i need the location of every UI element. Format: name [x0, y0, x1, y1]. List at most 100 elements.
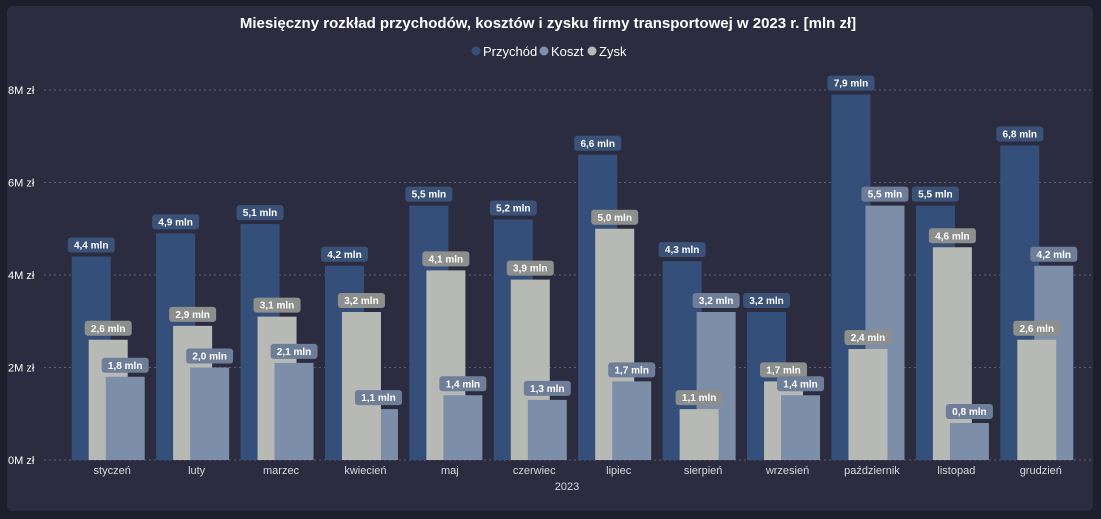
bar-koszt-listopad[interactable]: [949, 423, 989, 460]
data-label-zysk-pazdziernik: 2,4 mln: [844, 330, 892, 345]
data-label-przychod-pazdziernik: 7,9 mln: [827, 75, 875, 91]
data-label-text: 4,3 mln: [665, 245, 699, 256]
data-label-przychod-lipiec: 6,6 mln: [574, 135, 622, 151]
data-label-bg: [337, 293, 385, 308]
x-tick-label-maj: maj: [441, 465, 459, 477]
legend-label-zysk: Zysk: [599, 44, 627, 59]
data-label-text: 7,9 mln: [834, 79, 868, 90]
data-label-bg: [996, 126, 1044, 142]
data-label-text: 1,7 mln: [766, 365, 800, 376]
data-label-text: 2,0 mln: [192, 352, 226, 363]
data-label-bg: [1030, 246, 1078, 262]
data-label-koszt-sierpien: 3,2 mln: [692, 293, 740, 308]
bar-koszt-lipiec[interactable]: [612, 381, 652, 460]
bar-zysk-grudzien[interactable]: [1017, 339, 1057, 460]
data-label-bg: [861, 186, 909, 202]
data-label-text: 0,8 mln: [952, 407, 986, 418]
data-label-bg: [422, 251, 470, 267]
data-label-bg: [489, 200, 537, 216]
data-label-bg: [169, 306, 217, 322]
data-label-text: 2,6 mln: [91, 324, 125, 335]
data-label-koszt-maj: 1,4 mln: [439, 376, 487, 392]
x-tick-label-pazdziernik: październik: [844, 465, 900, 477]
data-label-koszt-styczen: 1,8 mln: [101, 357, 149, 373]
data-label-bg: [84, 320, 132, 336]
data-label-zysk-wrzesien: 1,7 mln: [760, 362, 808, 378]
x-tick-label-marzec: marzec: [263, 465, 300, 477]
data-label-koszt-listopad: 0,8 mln: [945, 404, 993, 419]
data-label-koszt-luty: 2,0 mln: [186, 348, 234, 364]
bar-zysk-sierpien[interactable]: [679, 409, 719, 460]
bar-koszt-maj[interactable]: [443, 395, 483, 460]
x-tick-label-grudzien: grudzień: [1020, 465, 1062, 477]
data-label-text: 1,4 mln: [446, 379, 480, 390]
data-label-bg: [152, 214, 200, 230]
bar-zysk-pazdziernik[interactable]: [848, 349, 888, 460]
bar-koszt-luty[interactable]: [190, 367, 230, 461]
data-label-przychod-marzec: 5,1 mln: [236, 205, 284, 221]
x-axis-title: 2023: [555, 481, 579, 493]
data-label-zysk-styczen: 2,6 mln: [84, 320, 132, 336]
data-label-text: 4,2 mln: [327, 250, 361, 261]
legend: Przychód Koszt Zysk: [471, 44, 627, 59]
y-tick-label: 6M zł: [8, 178, 35, 190]
data-label-text: 3,2 mln: [699, 296, 733, 307]
data-label-bg: [743, 293, 791, 308]
data-label-text: 1,3 mln: [530, 384, 564, 395]
data-labels: 4,4 mln 2,6 mln 1,8 mln 4,9 mln 2,9 mln 2,0 m…: [67, 75, 1078, 419]
legend-marker-koszt: [539, 46, 549, 56]
bar-koszt-wrzesien[interactable]: [781, 395, 821, 460]
data-label-zysk-czerwiec: 3,9 mln: [506, 260, 554, 276]
data-label-bg: [928, 228, 976, 244]
data-label-bg: [777, 376, 825, 392]
y-axis: 0M zł 2M zł 4M zł 6M zł 8M zł: [8, 85, 35, 467]
y-tick-label: 4M zł: [8, 270, 35, 282]
data-label-przychod-wrzesien: 3,2 mln: [743, 293, 791, 308]
data-label-koszt-grudzien: 4,2 mln: [1030, 246, 1078, 262]
data-label-text: 1,7 mln: [614, 365, 648, 376]
data-label-zysk-grudzien: 2,6 mln: [1013, 320, 1061, 336]
data-label-przychod-kwiecien: 4,2 mln: [320, 246, 368, 262]
data-label-bg: [945, 404, 993, 419]
x-tick-label-wrzesien: wrzesień: [765, 465, 809, 477]
data-label-bg: [591, 209, 639, 225]
data-label-koszt-lipiec: 1,7 mln: [608, 362, 656, 378]
data-label-koszt-wrzesien: 1,4 mln: [777, 376, 825, 392]
bar-koszt-styczen[interactable]: [105, 376, 145, 460]
data-label-bg: [439, 376, 487, 392]
data-label-zysk-maj: 4,1 mln: [422, 251, 470, 267]
data-label-bg: [67, 237, 115, 253]
data-label-przychod-grudzien: 6,8 mln: [996, 126, 1044, 142]
data-label-text: 2,6 mln: [1020, 324, 1054, 335]
data-label-bg: [101, 357, 149, 373]
y-tick-label: 8M zł: [8, 85, 35, 97]
data-label-text: 3,2 mln: [344, 296, 378, 307]
data-label-zysk-lipiec: 5,0 mln: [591, 209, 639, 225]
data-label-text: 1,1 mln: [682, 393, 716, 404]
data-label-koszt-pazdziernik: 5,5 mln: [861, 186, 909, 202]
bar-koszt-marzec[interactable]: [274, 362, 314, 460]
data-label-zysk-listopad: 4,6 mln: [928, 228, 976, 244]
data-label-text: 6,8 mln: [1003, 130, 1037, 141]
bar-zysk-kwiecien[interactable]: [341, 312, 381, 460]
y-tick-label: 2M zł: [8, 363, 35, 375]
x-axis: styczeń luty marzec kwiecień maj czerwiec lipi…: [94, 465, 1062, 477]
x-tick-label-czerwiec: czerwiec: [513, 465, 556, 477]
data-label-text: 3,9 mln: [513, 264, 547, 275]
data-label-bg: [354, 390, 402, 406]
data-label-text: 5,5 mln: [412, 190, 446, 201]
data-label-text: 4,9 mln: [158, 217, 192, 228]
bar-koszt-czerwiec[interactable]: [527, 399, 567, 460]
x-tick-label-listopad: listopad: [937, 465, 975, 477]
data-label-text: 1,8 mln: [108, 361, 142, 372]
data-label-bg: [506, 260, 554, 276]
data-label-text: 5,1 mln: [243, 208, 277, 219]
data-label-text: 5,5 mln: [918, 190, 952, 201]
data-label-text: 4,4 mln: [74, 241, 108, 252]
data-label-koszt-kwiecien: 1,1 mln: [354, 390, 402, 406]
data-label-text: 5,5 mln: [868, 190, 902, 201]
data-label-bg: [760, 362, 808, 378]
data-label-przychod-listopad: 5,5 mln: [911, 186, 959, 202]
data-label-bg: [827, 75, 875, 91]
